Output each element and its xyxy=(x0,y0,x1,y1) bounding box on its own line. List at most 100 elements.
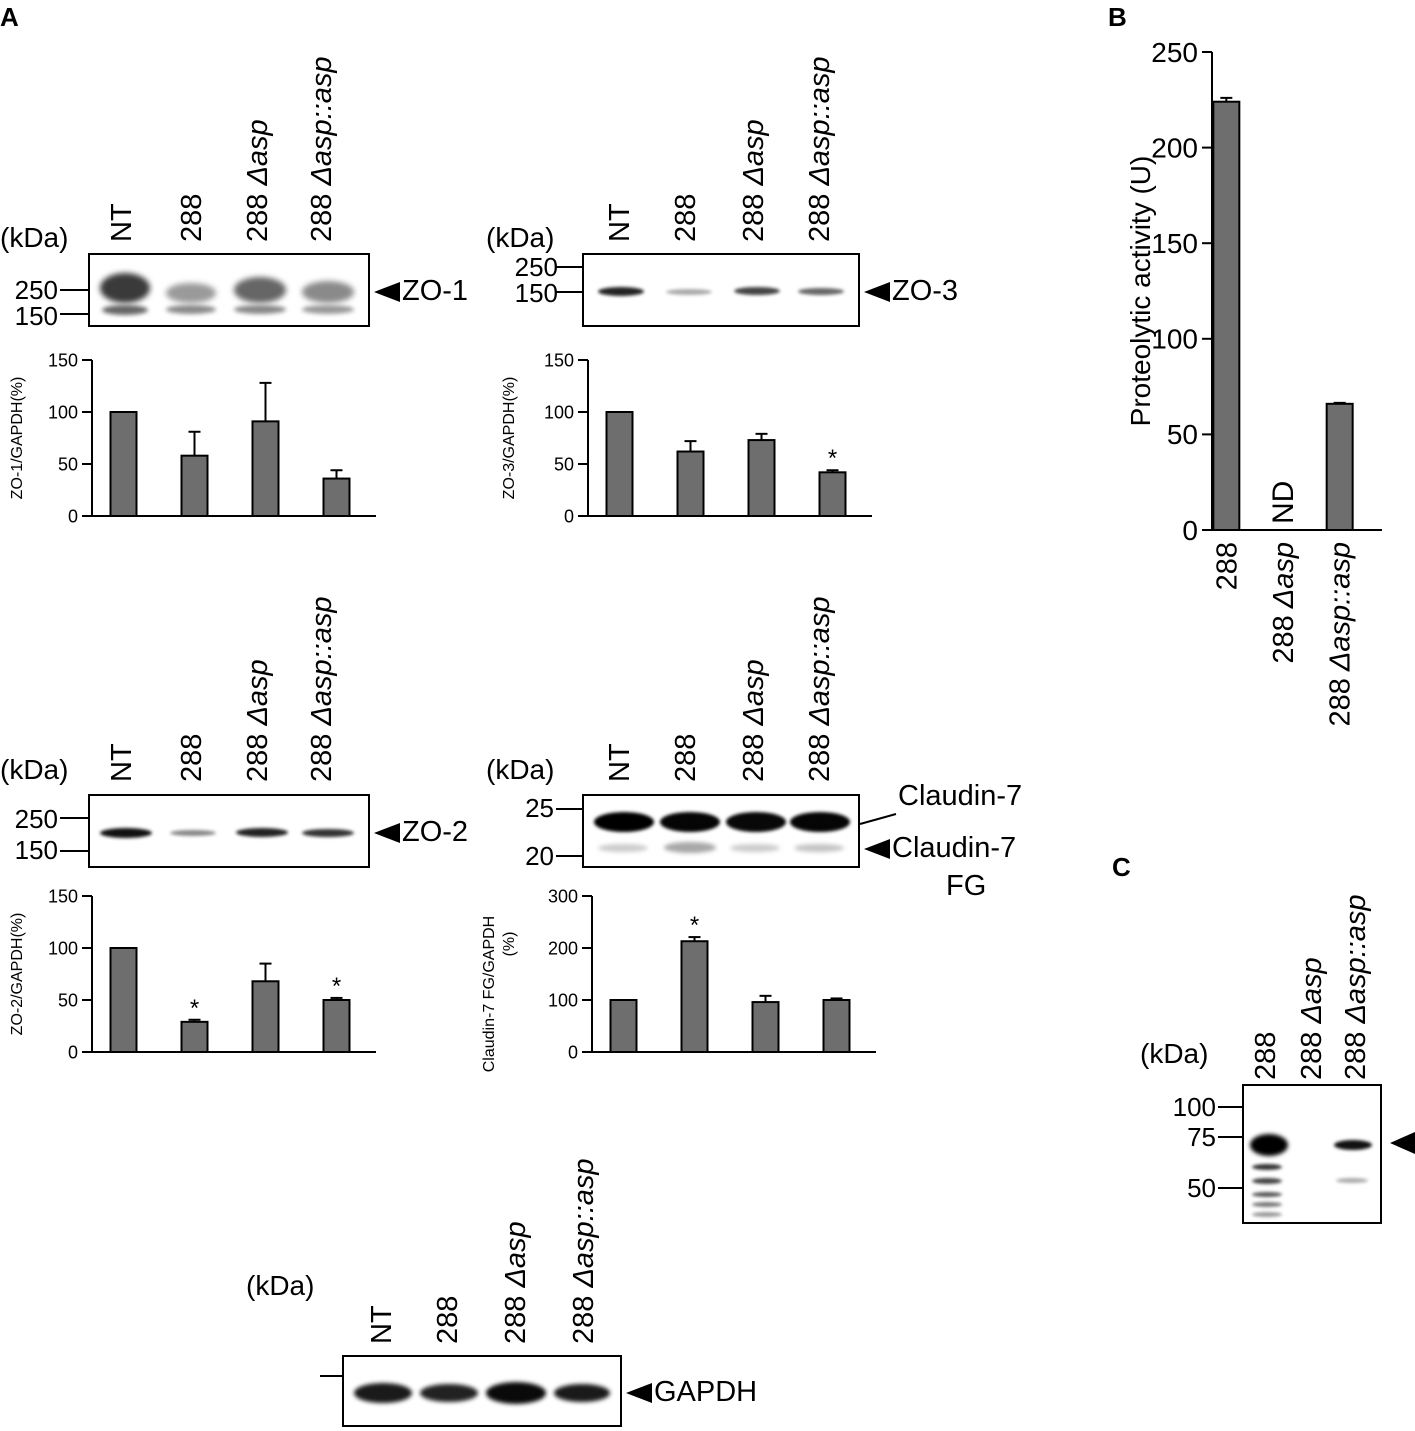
lane-label: 288 Δasp::asp xyxy=(306,596,338,782)
lane-label: 288 Δasp xyxy=(1296,957,1328,1080)
y-axis-label: Proteolytic activity (U) xyxy=(1125,156,1156,427)
y-axis-label: ZO-3/GAPDH(%) xyxy=(501,377,518,500)
band xyxy=(302,829,354,837)
panel-label-c: C xyxy=(1112,852,1131,882)
mw-tick xyxy=(1218,1136,1242,1138)
bar xyxy=(680,940,709,1053)
mw-tick xyxy=(1218,1106,1242,1108)
y-tick-label: 200 xyxy=(1151,132,1198,163)
target-label: ZO-2 xyxy=(374,816,468,849)
panel-c-blot xyxy=(1242,1084,1382,1224)
y-tick-label: 300 xyxy=(548,886,578,906)
bar xyxy=(251,980,280,1053)
arrowhead-icon xyxy=(626,1383,652,1404)
lane-label: NT xyxy=(106,203,138,242)
band xyxy=(1252,1212,1282,1217)
mw-tick xyxy=(556,266,584,268)
bar xyxy=(251,420,280,517)
gapdh-blot xyxy=(342,1355,622,1427)
band xyxy=(1252,1202,1282,1207)
band xyxy=(594,812,654,832)
mw-marker: 50 xyxy=(1187,1173,1216,1203)
y-axis-label: Claudin-7 FG/GAPDH xyxy=(481,916,498,1073)
significance-star: * xyxy=(690,912,699,939)
bar xyxy=(605,411,634,517)
y-tick-label: 50 xyxy=(58,454,78,474)
band xyxy=(1252,1192,1282,1197)
y-tick-label: 100 xyxy=(48,938,78,958)
chart-zo3: 0 50 100 150 ZO-3/GAPDH(%) * xyxy=(501,350,872,526)
bar xyxy=(109,947,138,1053)
bar xyxy=(1325,402,1354,532)
y-tick-label: 100 xyxy=(48,402,78,422)
band xyxy=(666,289,712,295)
mw-tick xyxy=(1218,1187,1242,1189)
x-tick-label: 288 xyxy=(1211,542,1243,590)
y-tick-label: 150 xyxy=(544,350,574,370)
bar xyxy=(676,450,705,517)
y-tick-label: 250 xyxy=(1151,37,1198,68)
bar xyxy=(1212,100,1241,531)
chart-zo2: 0 50 100 150 ZO-2/GAPDH(%) * * xyxy=(9,886,376,1062)
chart-cld: 0 100 200 300 Claudin-7 FG/GAPDH (%) * xyxy=(481,886,876,1073)
mw-marker: 250 xyxy=(14,804,58,834)
x-tick-label: 288 Δasp::asp xyxy=(1325,542,1357,726)
lane-label: 288 xyxy=(670,193,702,242)
band xyxy=(664,842,716,853)
y-tick-label: 50 xyxy=(58,990,78,1010)
zo3-blot xyxy=(582,253,860,327)
target-label: GAPDH xyxy=(626,1376,757,1409)
band xyxy=(598,844,648,852)
mw-marker: 20 xyxy=(525,841,554,871)
arrowhead-icon xyxy=(864,839,890,860)
lane-label: 288 Δasp xyxy=(242,119,274,242)
kda-label: (kDa) xyxy=(1140,1038,1209,1069)
bar xyxy=(751,1001,780,1053)
target-label: ZO-1 xyxy=(374,275,468,308)
mw-marker: 100 xyxy=(1172,1092,1216,1122)
lane-label: NT xyxy=(604,203,636,242)
band xyxy=(234,277,286,303)
kda-label: (kDa) xyxy=(0,222,69,253)
panel-label-a: A xyxy=(0,2,19,32)
lane-label: 288 xyxy=(432,1295,464,1344)
leader-line xyxy=(859,813,897,825)
lane-label: 288 Δasp xyxy=(738,659,770,782)
band xyxy=(166,283,216,303)
band xyxy=(166,305,216,314)
bar xyxy=(609,999,638,1053)
y-tick-label: 200 xyxy=(548,938,578,958)
band xyxy=(234,305,286,314)
lane-label: 288 xyxy=(176,193,208,242)
band xyxy=(1336,1178,1368,1183)
bar xyxy=(180,1020,209,1053)
lane-label: 288 Δasp xyxy=(738,119,770,242)
y-tick-label: 100 xyxy=(544,402,574,422)
mw-tick xyxy=(556,291,584,293)
kda-label: (kDa) xyxy=(486,222,555,253)
kda-label: (kDa) xyxy=(0,754,69,785)
x-tick-label: 288 Δasp xyxy=(1268,542,1300,664)
lane-label: 288 Δasp xyxy=(500,1221,532,1344)
bar xyxy=(322,999,351,1053)
lane-label: 288 Δasp xyxy=(242,659,274,782)
mw-tick xyxy=(556,808,584,810)
band xyxy=(1252,1164,1282,1170)
band xyxy=(554,1384,610,1402)
band xyxy=(302,281,354,303)
panel-label-b: B xyxy=(1108,2,1127,32)
lane-label: 288 xyxy=(176,733,208,782)
y-tick-label: 100 xyxy=(1151,324,1198,355)
zo1-blot xyxy=(88,253,370,327)
y-tick-label: 50 xyxy=(1167,419,1198,450)
bar xyxy=(322,477,351,517)
band xyxy=(798,288,844,295)
mw-marker: 150 xyxy=(514,278,558,308)
band xyxy=(730,844,780,852)
y-tick-label: 0 xyxy=(568,1042,578,1062)
lane-label: 288 Δasp::asp xyxy=(1340,894,1372,1080)
mw-marker: 75 xyxy=(1187,1122,1216,1152)
band xyxy=(236,828,288,837)
target-label-top: Claudin-7 xyxy=(898,780,1023,812)
arrowhead-icon xyxy=(374,282,400,303)
